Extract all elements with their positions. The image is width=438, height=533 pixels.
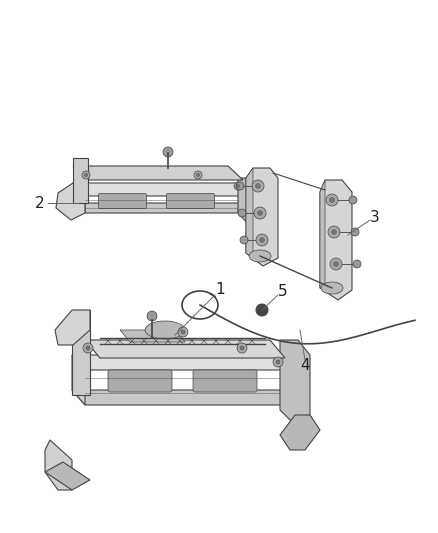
Circle shape	[163, 147, 173, 157]
Polygon shape	[55, 310, 90, 345]
Polygon shape	[120, 330, 185, 342]
Circle shape	[351, 228, 359, 236]
Circle shape	[178, 327, 188, 337]
Polygon shape	[246, 168, 278, 266]
Circle shape	[260, 238, 265, 243]
Polygon shape	[280, 340, 310, 425]
Ellipse shape	[145, 321, 185, 339]
Circle shape	[236, 182, 244, 190]
Circle shape	[240, 346, 244, 350]
Circle shape	[256, 183, 261, 188]
Polygon shape	[73, 183, 250, 196]
Circle shape	[86, 346, 90, 350]
Polygon shape	[85, 340, 285, 358]
Polygon shape	[246, 168, 253, 258]
Ellipse shape	[321, 282, 343, 294]
Circle shape	[326, 194, 338, 206]
FancyBboxPatch shape	[193, 370, 257, 392]
FancyBboxPatch shape	[99, 193, 146, 208]
Circle shape	[194, 171, 202, 179]
Circle shape	[234, 182, 242, 190]
Polygon shape	[280, 415, 320, 450]
Circle shape	[332, 230, 336, 235]
Text: 2: 2	[35, 196, 45, 211]
Ellipse shape	[249, 250, 271, 262]
Polygon shape	[72, 355, 295, 370]
Polygon shape	[72, 390, 295, 405]
Circle shape	[237, 184, 240, 188]
Text: 5: 5	[278, 284, 288, 298]
Text: 3: 3	[370, 209, 380, 224]
Polygon shape	[72, 310, 90, 395]
Text: 4: 4	[300, 358, 310, 373]
Polygon shape	[72, 355, 85, 405]
Polygon shape	[73, 183, 85, 213]
Circle shape	[353, 260, 361, 268]
Circle shape	[328, 226, 340, 238]
Circle shape	[237, 343, 247, 353]
Polygon shape	[45, 440, 72, 490]
Circle shape	[258, 211, 262, 215]
Circle shape	[330, 198, 334, 203]
FancyBboxPatch shape	[108, 370, 172, 392]
Circle shape	[349, 196, 357, 204]
Polygon shape	[56, 183, 85, 220]
Circle shape	[273, 357, 283, 367]
Polygon shape	[45, 462, 90, 490]
Circle shape	[256, 304, 268, 316]
Text: 1: 1	[215, 282, 225, 297]
FancyBboxPatch shape	[166, 193, 215, 208]
Circle shape	[252, 180, 264, 192]
Circle shape	[238, 209, 246, 217]
Circle shape	[276, 360, 280, 364]
Circle shape	[196, 173, 200, 176]
Circle shape	[82, 171, 90, 179]
Polygon shape	[238, 178, 263, 226]
Polygon shape	[73, 166, 243, 180]
Polygon shape	[320, 180, 325, 288]
Circle shape	[334, 262, 339, 266]
Circle shape	[181, 330, 185, 334]
Circle shape	[256, 234, 268, 246]
Circle shape	[330, 258, 342, 270]
Circle shape	[147, 311, 157, 321]
Polygon shape	[73, 158, 88, 203]
Circle shape	[240, 236, 248, 244]
Circle shape	[83, 343, 93, 353]
Circle shape	[254, 207, 266, 219]
Polygon shape	[320, 180, 352, 300]
Polygon shape	[73, 203, 250, 213]
Circle shape	[85, 173, 88, 176]
